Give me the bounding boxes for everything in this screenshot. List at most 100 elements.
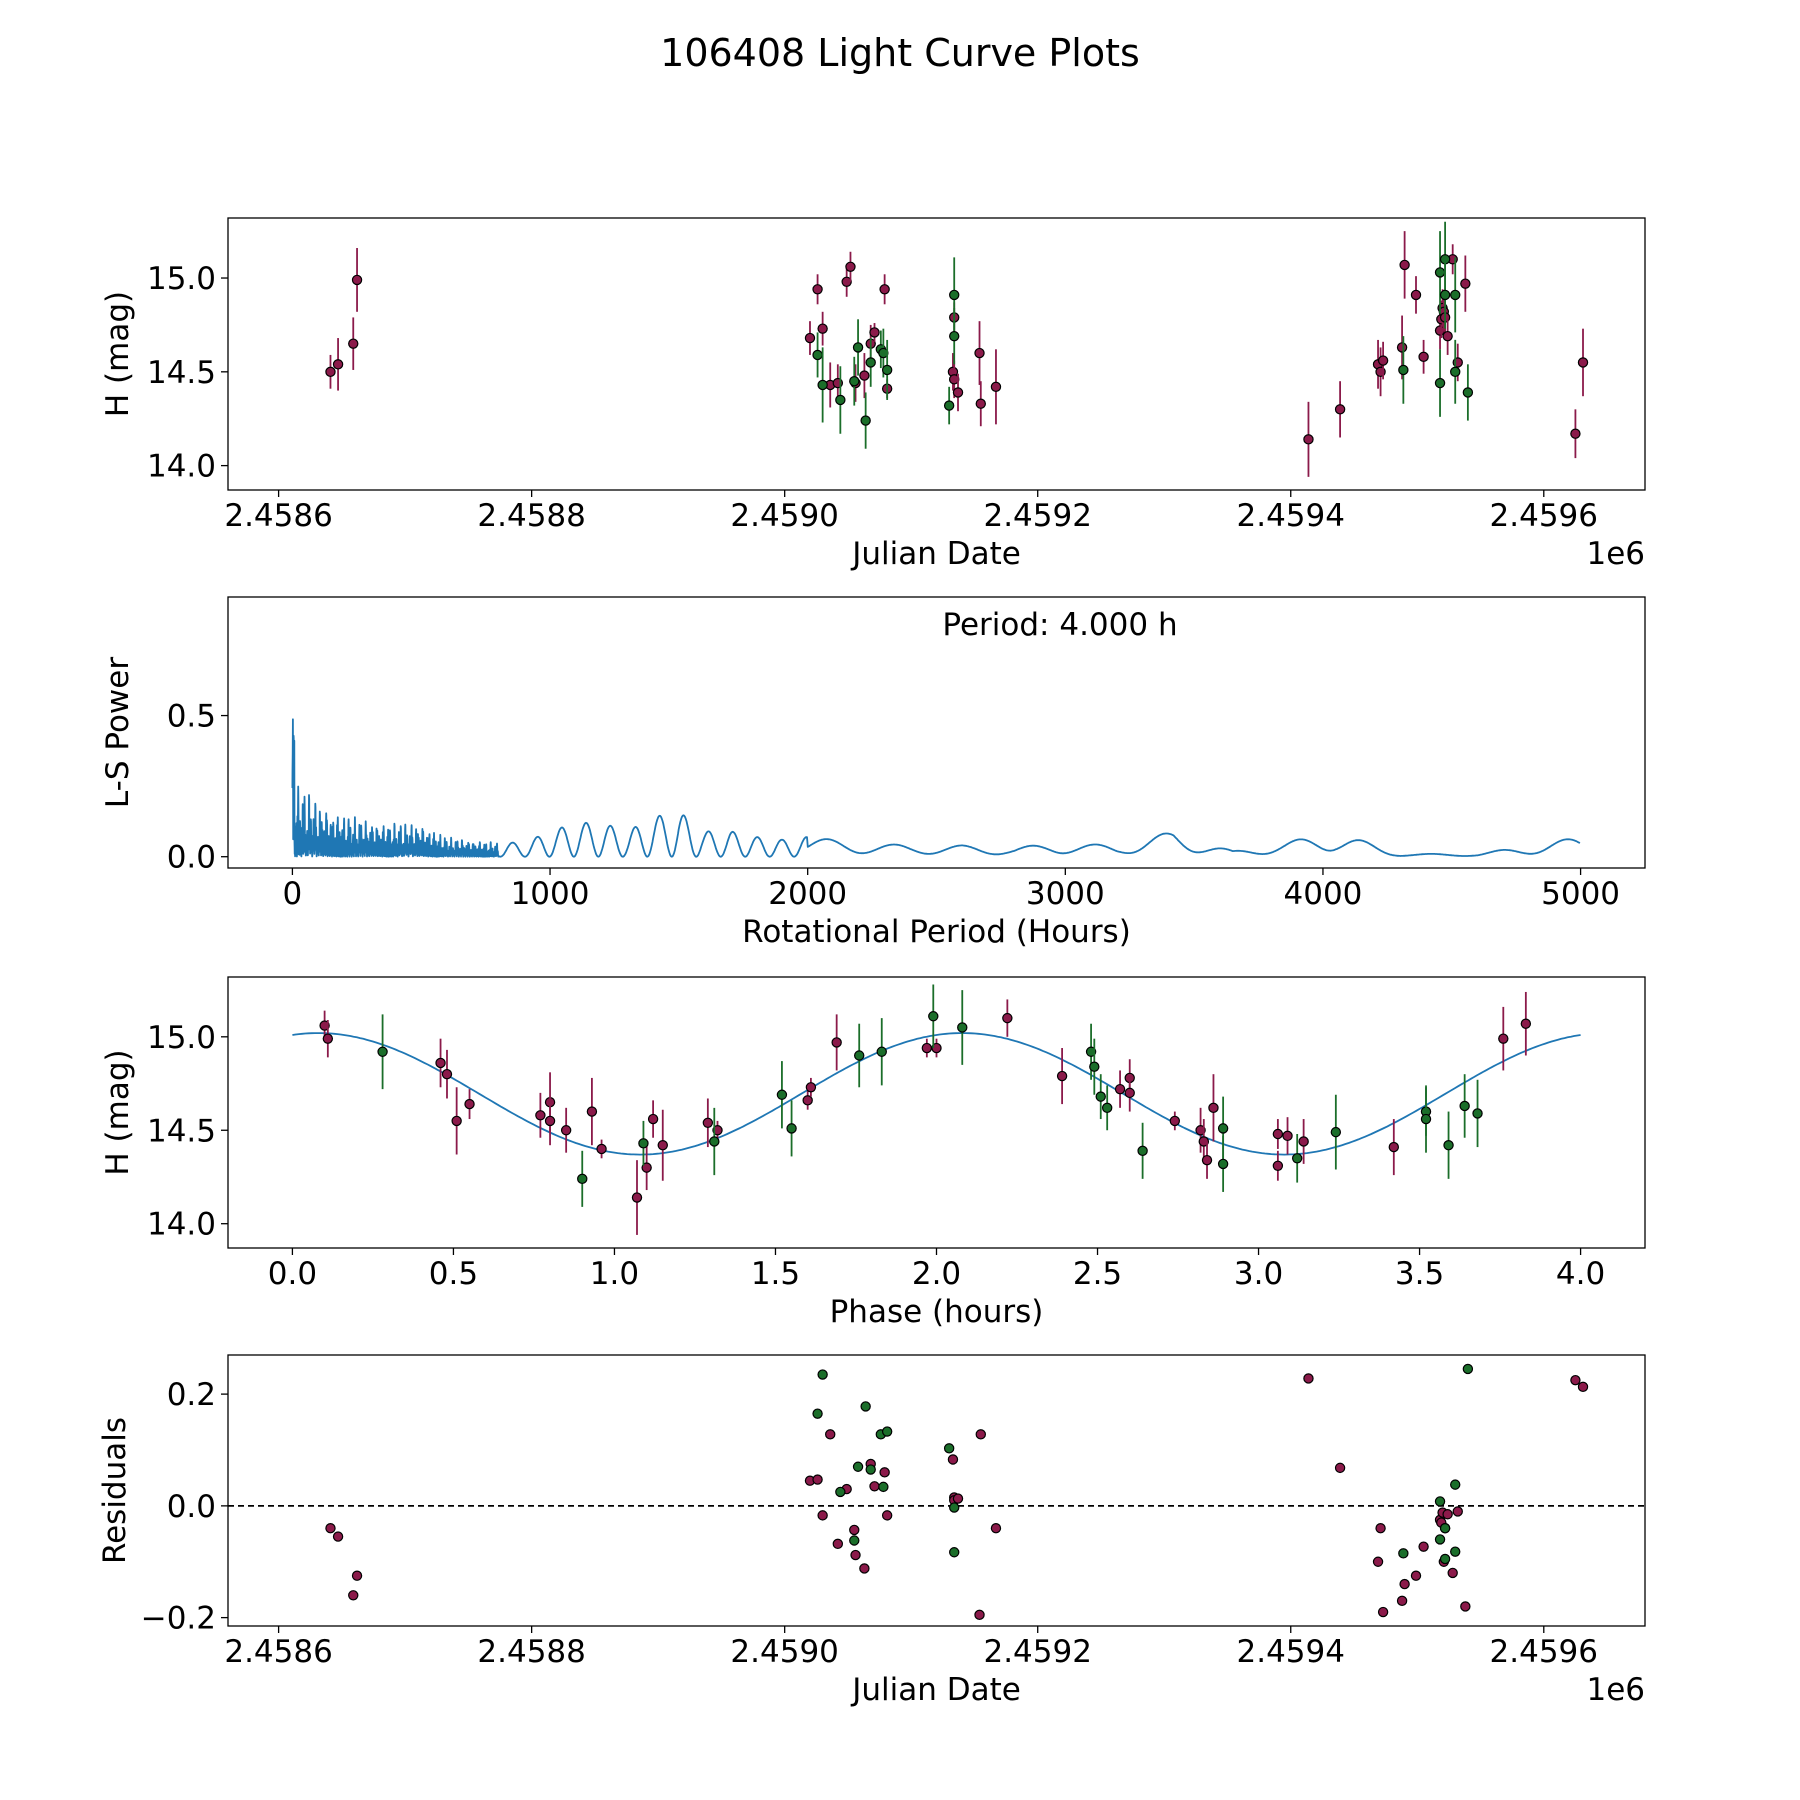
- resid-ytick-label: 0.0: [167, 1489, 216, 1525]
- lc-xtick-label: 2.4594: [1237, 498, 1345, 534]
- phase-point-secondary: [1217, 1123, 1229, 1134]
- resid-point-secondary: [949, 1547, 960, 1558]
- phase-point-secondary: [1089, 1061, 1100, 1072]
- phase-point-primary: [1198, 1136, 1209, 1147]
- phase-point-secondary: [928, 1011, 939, 1022]
- resid-point-primary: [859, 1563, 870, 1574]
- resid-point-primary: [332, 1531, 344, 1542]
- phase-xtick-label: 1.0: [590, 1256, 639, 1292]
- resid-point-primary: [1452, 1506, 1463, 1517]
- phase-point-primary: [535, 1110, 546, 1121]
- lc-point-primary: [975, 398, 986, 409]
- resid-point-primary: [881, 1510, 893, 1521]
- lc-point-secondary: [943, 400, 955, 411]
- phase-point-primary: [802, 1095, 813, 1106]
- ls-frame: [227, 596, 1646, 869]
- resid-ytick-label: 0.2: [167, 1377, 216, 1413]
- resid-xtick-label: 2.4594: [1237, 1634, 1345, 1670]
- phase-point-primary: [921, 1042, 933, 1054]
- lc-point-primary: [952, 387, 964, 398]
- resid-point-secondary: [1434, 1534, 1446, 1545]
- phase-point-primary: [435, 1057, 446, 1069]
- lc-ytick-label: 14.0: [147, 449, 216, 485]
- resid-xlabel: Julian Date: [850, 1672, 1021, 1708]
- phase-point-secondary: [957, 1022, 968, 1033]
- ls-power-curve: [291, 718, 1581, 858]
- resid-point-secondary: [849, 1535, 860, 1546]
- lc-xtick-label: 2.4596: [1490, 498, 1598, 534]
- phase-point-primary: [1272, 1160, 1284, 1171]
- resid-point-primary: [1372, 1556, 1384, 1567]
- phase-point-primary: [1201, 1154, 1213, 1166]
- resid-point-primary: [849, 1524, 860, 1536]
- lc-point-secondary: [1434, 267, 1446, 278]
- lc-point-primary: [1410, 289, 1422, 301]
- resid-point-primary: [1447, 1567, 1458, 1579]
- phase-point-primary: [1272, 1128, 1284, 1140]
- resid-panel: 2.4586 2.4588 2.4590 2.4592 2.4594 2.4596 −0.2…: [97, 1354, 1646, 1708]
- resid-point-primary: [952, 1493, 964, 1504]
- ls-ytick-label: 0.0: [167, 840, 216, 876]
- resid-point-primary: [1460, 1601, 1471, 1612]
- lc-point-primary: [1377, 355, 1389, 366]
- lc-point-primary: [812, 284, 823, 295]
- figure-title: 106408 Light Curve Plots: [660, 31, 1140, 75]
- resid-point-primary: [325, 1523, 336, 1534]
- lc-point-secondary: [1450, 289, 1461, 301]
- phase-point-secondary: [776, 1089, 788, 1100]
- lc-frame: [227, 217, 1646, 491]
- phase-point-primary: [1498, 1033, 1509, 1044]
- resid-point-primary: [348, 1590, 359, 1601]
- resid-point-secondary: [949, 1502, 960, 1513]
- phase-xlabel: Phase (hours): [830, 1294, 1044, 1330]
- resid-point-secondary: [852, 1461, 864, 1472]
- lc-point-primary: [325, 366, 336, 378]
- resid-point-secondary: [817, 1369, 828, 1380]
- phase-point-secondary: [1291, 1153, 1303, 1164]
- lc-point-primary: [817, 323, 828, 334]
- lc-point-secondary: [860, 415, 871, 426]
- resid-point-primary: [1418, 1541, 1429, 1552]
- lc-point-primary: [974, 347, 985, 359]
- lc-point-primary: [1334, 404, 1346, 415]
- resid-point-primary: [879, 1467, 890, 1478]
- ls-panel: 0 1000 2000 3000 4000 5000 0.0 0.5 Rotational Pe…: [100, 596, 1646, 950]
- phase-point-primary: [702, 1117, 714, 1128]
- phase-ytick-label: 14.0: [147, 1207, 216, 1243]
- lc-point-secondary: [849, 376, 860, 387]
- lc-point-primary: [869, 327, 880, 338]
- phase-point-secondary: [1101, 1102, 1113, 1114]
- phase-point-primary: [1195, 1125, 1206, 1136]
- ls-xlabel: Rotational Period (Hours): [742, 914, 1131, 950]
- phase-point-secondary: [854, 1050, 865, 1061]
- phase-point-secondary: [1137, 1145, 1148, 1157]
- phase-point-primary: [1002, 1012, 1013, 1024]
- phase-xtick-label: 2.0: [912, 1256, 961, 1292]
- lc-point-secondary: [1434, 377, 1446, 389]
- resid-ylabel: Residuals: [97, 1417, 133, 1564]
- lc-point-secondary: [1450, 366, 1461, 378]
- lc-point-primary: [990, 381, 1002, 393]
- phase-model-curve: [292, 1032, 1581, 1156]
- lc-point-secondary: [835, 394, 846, 406]
- resid-point-secondary: [943, 1443, 955, 1454]
- resid-point-secondary: [881, 1426, 893, 1437]
- lc-point-primary: [348, 338, 359, 349]
- phase-point-primary: [712, 1125, 723, 1136]
- phase-point-secondary: [1217, 1158, 1229, 1170]
- resid-point-secondary: [1450, 1479, 1461, 1490]
- resid-point-secondary: [1434, 1496, 1446, 1507]
- phase-point-primary: [931, 1042, 942, 1054]
- phase-point-secondary: [577, 1173, 588, 1185]
- phase-point-primary: [586, 1106, 598, 1117]
- lc-point-secondary: [1439, 289, 1451, 301]
- lc-point-primary: [1399, 259, 1410, 271]
- lc-xlabel: Julian Date: [850, 536, 1021, 572]
- phase-point-secondary: [1420, 1113, 1432, 1125]
- phase-frame: [227, 976, 1646, 1249]
- resid-point-secondary: [878, 1481, 889, 1493]
- ls-xtick-label: 5000: [1541, 876, 1620, 912]
- lc-point-primary: [351, 274, 363, 286]
- phase-point-primary: [322, 1033, 334, 1044]
- ls-xtick-label: 1000: [511, 876, 590, 912]
